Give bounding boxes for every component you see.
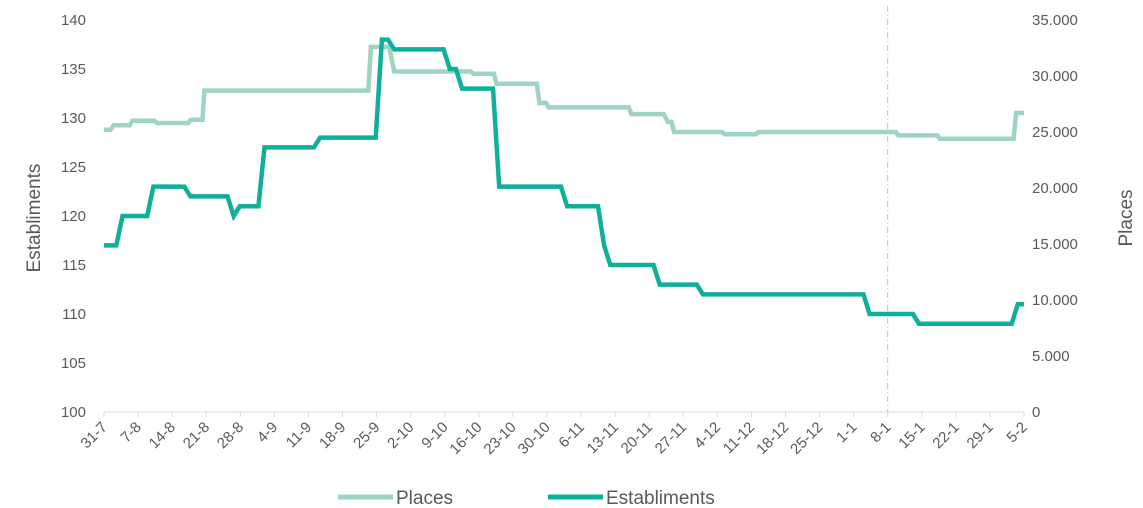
x-tick-label: 14-8: [146, 419, 179, 452]
right-y-tick-label: 5.000: [1032, 348, 1070, 365]
x-tick-label: 31-7: [78, 419, 111, 452]
right-y-tick-label: 30.000: [1032, 68, 1078, 85]
left-y-tick-label: 115: [62, 257, 86, 274]
right-y-tick-label: 35.000: [1032, 12, 1078, 29]
x-tick-label: 29-1: [963, 419, 996, 452]
x-tick-label: 13-11: [584, 419, 622, 457]
right-axis-title: Places: [1116, 189, 1137, 246]
left-y-tick-label: 140: [61, 12, 86, 29]
x-tick-label: 5-2: [1003, 419, 1030, 446]
x-tick-label: 15-1: [895, 419, 928, 452]
series-line-places: [104, 44, 1024, 141]
x-tick-label: 22-1: [929, 419, 962, 452]
x-tick-label: 11-12: [720, 419, 758, 457]
x-tick-label: 16-10: [446, 419, 485, 458]
right-y-tick-label: 25.000: [1032, 124, 1078, 141]
legend: Places Establiments: [338, 488, 715, 508]
left-y-tick-label: 135: [61, 61, 86, 78]
x-tick-label: 4-12: [691, 419, 724, 452]
x-tick-label: 4-9: [254, 419, 281, 446]
series-group: [104, 37, 1024, 327]
x-tick-label: 8-1: [867, 419, 894, 446]
left-y-tick-label: 100: [61, 404, 86, 421]
x-tick-label: 27-11: [652, 419, 690, 457]
x-tick-label: 18-9: [316, 419, 349, 452]
left-axis-title: Establiments: [24, 164, 45, 273]
left-y-tick-label: 105: [61, 355, 86, 372]
x-tick-label: 11-9: [283, 419, 315, 451]
x-tick-label: 28-8: [214, 419, 247, 452]
x-tick-label: 1-1: [833, 419, 860, 446]
right-y-tick-label: 15.000: [1032, 236, 1078, 253]
right-y-axis-ticks: 0 5.000 10.000 15.000 20.000 25.000 30.000 35.0…: [1032, 12, 1078, 421]
right-y-tick-label: 0: [1032, 404, 1040, 421]
left-y-axis-ticks: 100 105 110 115 120 125 130 135 140: [61, 12, 86, 421]
x-tick-label: 2-10: [384, 419, 417, 452]
right-y-tick-label: 10.000: [1032, 292, 1078, 309]
x-tick-label: 21-8: [180, 419, 213, 452]
left-y-tick-label: 130: [61, 110, 86, 127]
x-axis: 31-7 7-8 14-8 21-8 28-8 4-9 11-9 18-9 25-9 2-10 9-…: [78, 411, 1031, 458]
series-line-establiments: [104, 37, 1024, 327]
x-tick-label: 18-12: [753, 419, 792, 458]
x-tick-label: 23-10: [481, 419, 520, 458]
x-tick-label: 25-12: [787, 419, 826, 458]
left-y-tick-label: 120: [61, 208, 86, 225]
x-tick-label: 20-11: [618, 419, 656, 457]
left-y-tick-label: 125: [61, 159, 86, 176]
x-tick-label: 25-9: [350, 419, 383, 452]
legend-label-places: Places: [396, 488, 453, 508]
left-y-tick-label: 110: [62, 306, 86, 323]
x-tick-label: 30-10: [515, 419, 554, 458]
legend-label-establiments: Establiments: [606, 488, 715, 508]
x-tick-label: 6-11: [555, 419, 587, 451]
x-tick-label: 7-8: [118, 419, 145, 446]
right-y-tick-label: 20.000: [1032, 180, 1078, 197]
